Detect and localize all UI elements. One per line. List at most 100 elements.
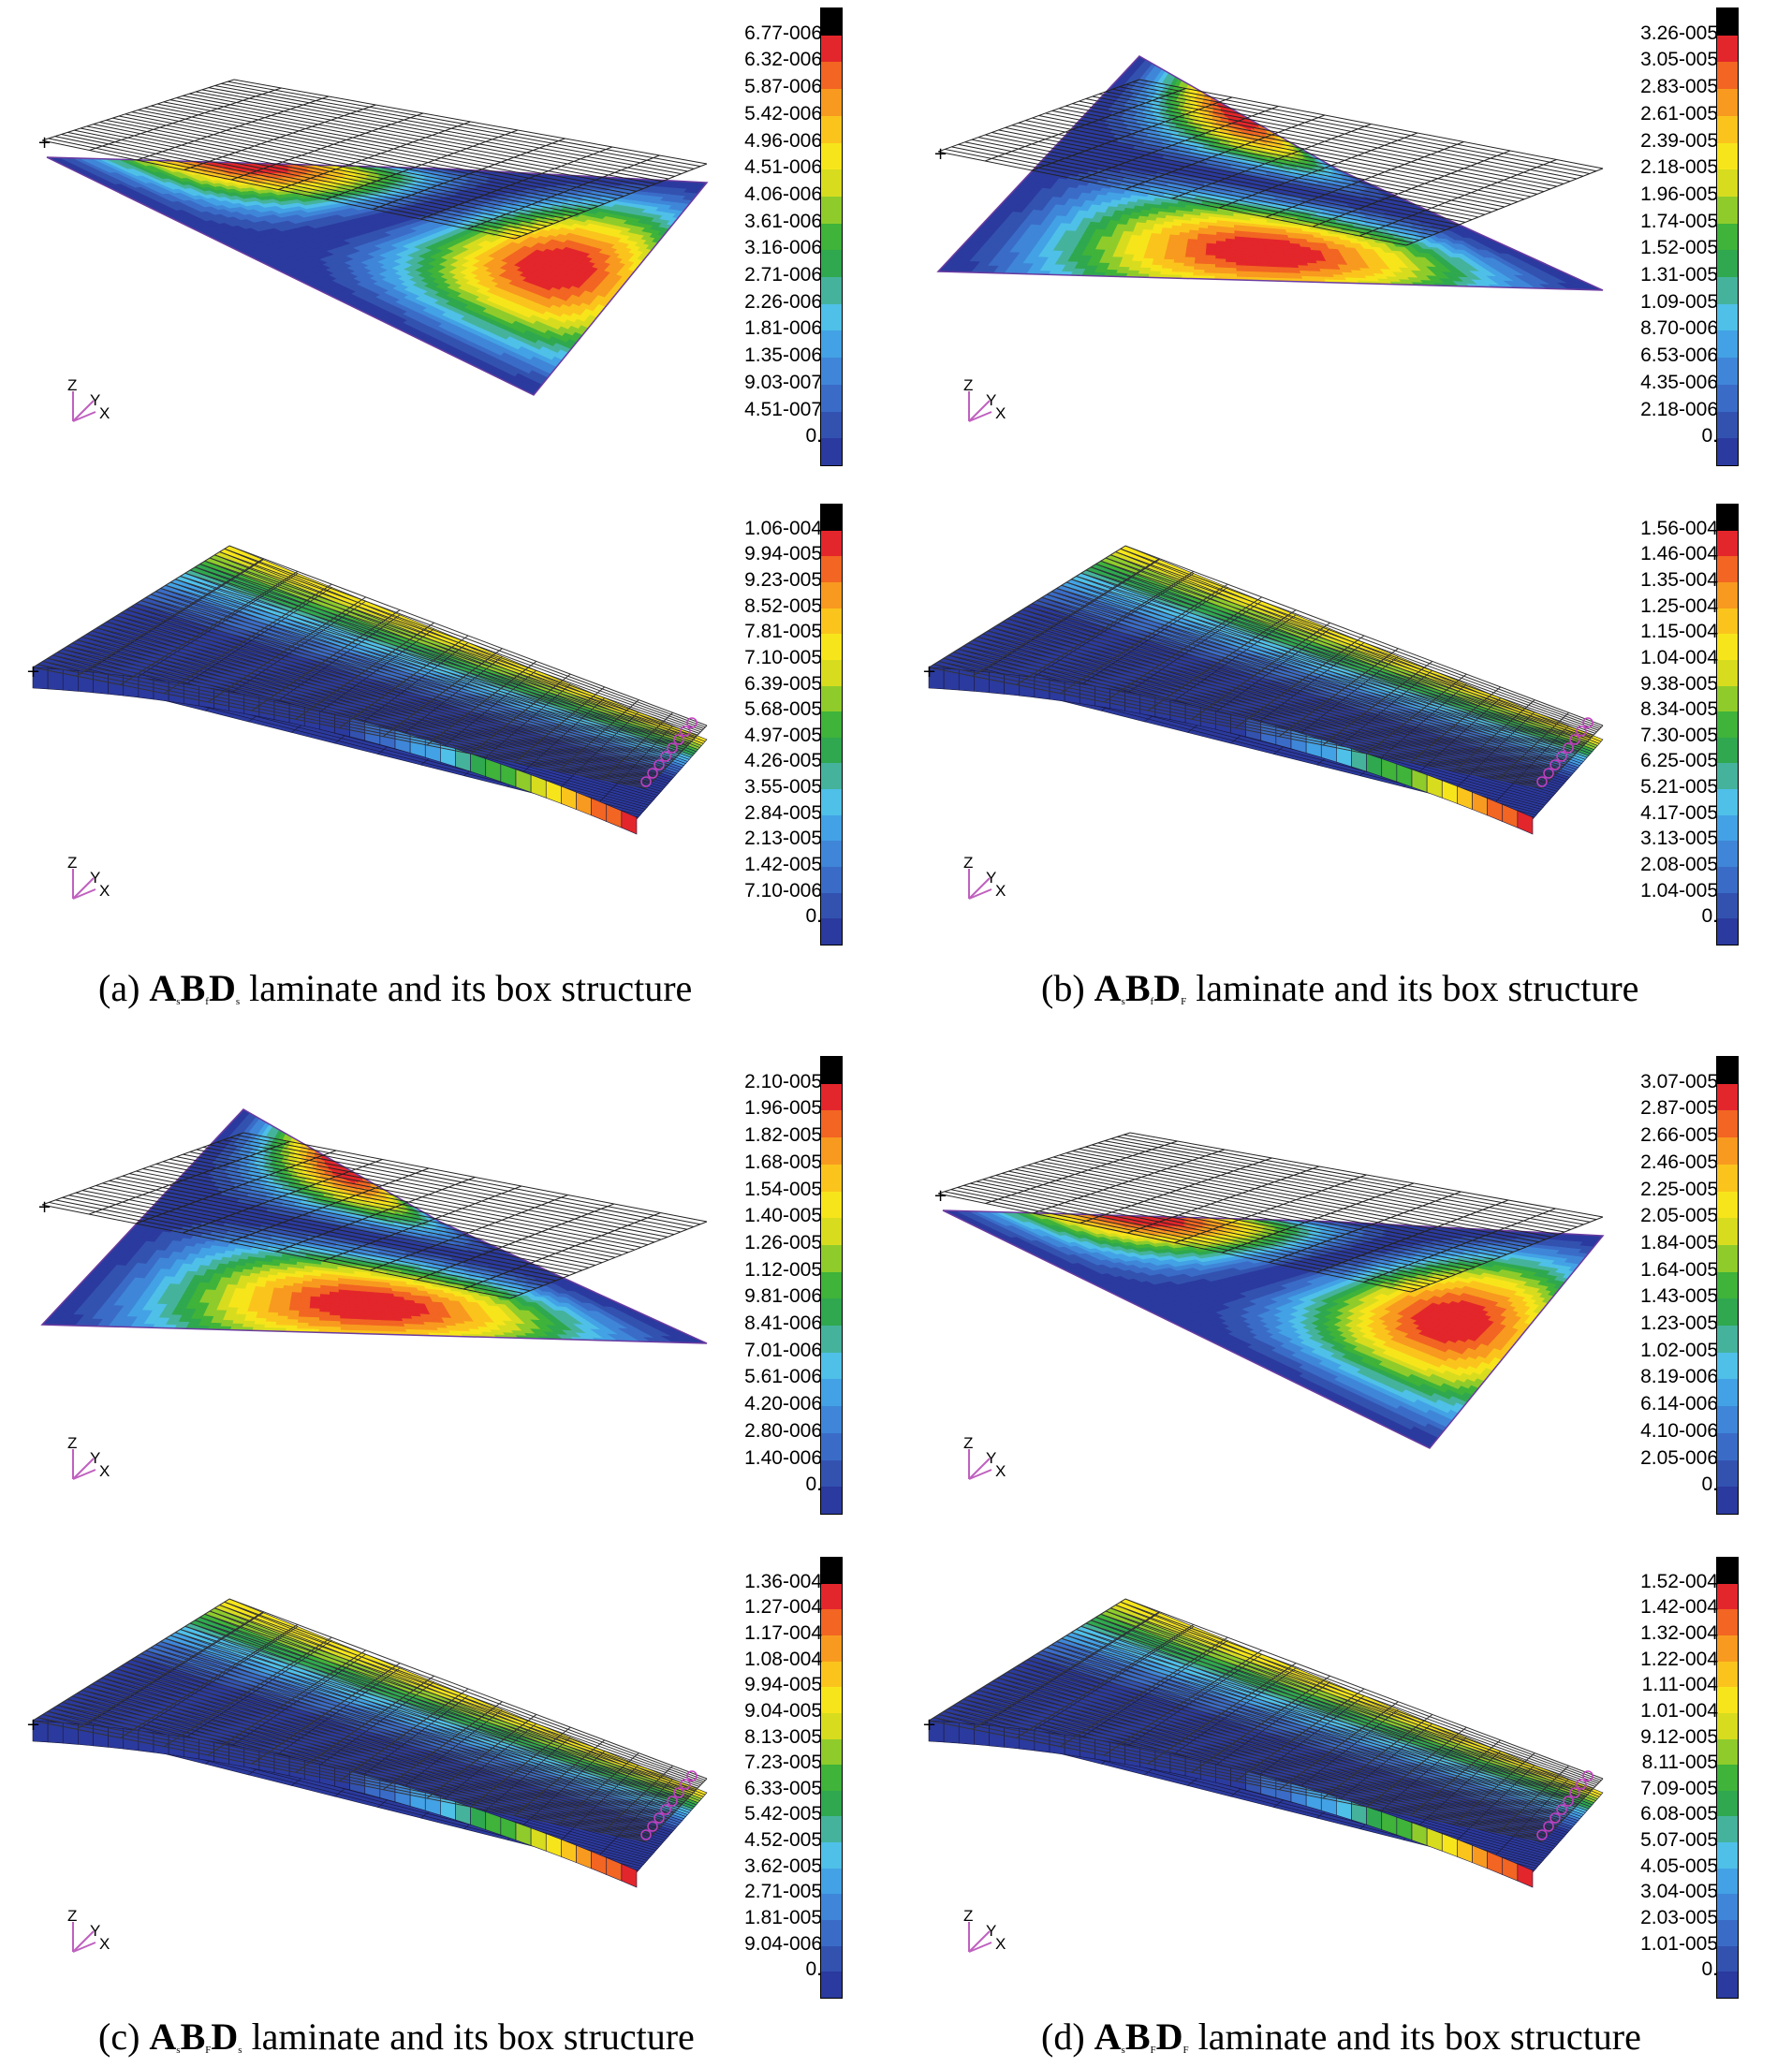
colorbar-tick-label: 0. [805, 1958, 822, 1981]
plot-canvas: + [26, 545, 708, 835]
plot-canvas: + [922, 545, 1604, 835]
colorbar-tick-label: 3.05-005 [1640, 49, 1718, 71]
colorbar-segment [1717, 1110, 1738, 1138]
colorbar-segment [821, 1765, 842, 1792]
colorbar-segment [1717, 1609, 1738, 1636]
origin-marker: + [933, 144, 947, 164]
colorbar-tick-label: 1.40-006 [744, 1446, 822, 1469]
boundary-condition-markers [1536, 1770, 1594, 1840]
colorbar-segment [821, 8, 842, 37]
colorbar-tick-label: 1.09-005 [1640, 290, 1718, 313]
colorbar-segment [821, 1326, 842, 1354]
reference-mesh [928, 545, 1604, 789]
colorbar-segment [821, 1487, 842, 1515]
colorbar-segment [1717, 1945, 1738, 1972]
colorbar-segment [1717, 1894, 1738, 1921]
colorbar-segment [821, 1945, 842, 1972]
axis-label-y: Y [90, 1449, 101, 1467]
plot-canvas: + [37, 1108, 708, 1344]
colorbar-segment [821, 411, 842, 439]
panel-a-box: + Z Y X 1.06-004 9.94-005 9.23-005 8.52-005 7.81… [0, 496, 896, 955]
colorbar-segment [821, 35, 842, 63]
colorbar-segment [1717, 1298, 1738, 1327]
colorbar-tick-label: 1.64-005 [1640, 1258, 1718, 1281]
colorbar-segment [1717, 841, 1738, 868]
colorbar [1716, 1557, 1739, 1999]
colorbar-tick-label: 5.42-005 [744, 1803, 822, 1825]
colorbar-segment [821, 1712, 842, 1740]
colorbar-tick-label: 2.46-005 [1640, 1151, 1718, 1173]
colorbar-tick-label: 7.01-006 [744, 1339, 822, 1361]
colorbar-segment [821, 608, 842, 635]
colorbar-segment [1717, 196, 1738, 225]
colorbar-tick-label: 1.42-005 [744, 854, 822, 876]
colorbar-tick-label: 2.87-005 [1640, 1097, 1718, 1120]
caption-b: (b) AsBfDF laminate and its box structur… [1041, 967, 1639, 1009]
caption-d: (d) AsBFDF laminate and its box structur… [1041, 2016, 1641, 2058]
colorbar-tick-label: 2.03-005 [1640, 1907, 1718, 1929]
colorbar-segment [1717, 330, 1738, 359]
colorbar-segment [821, 115, 842, 144]
plot-canvas: + [933, 1132, 1605, 1449]
colorbar-tick-label: 2.80-006 [744, 1419, 822, 1442]
colorbar-segment [821, 1083, 842, 1111]
colorbar-tick-label: 2.84-005 [744, 801, 822, 824]
colorbar-tick-label: 1.12-005 [744, 1258, 822, 1281]
colorbar-tick-label: 8.34-005 [1640, 698, 1718, 721]
colorbar-segment [821, 581, 842, 609]
colorbar-tick-label: 6.14-006 [1640, 1393, 1718, 1415]
axis-label-y: Y [986, 391, 997, 409]
origin-marker: + [37, 1197, 51, 1217]
colorbar-tick-label: 2.61-005 [1640, 102, 1718, 125]
colorbar-tick-label: 0. [1701, 425, 1718, 447]
plot-canvas: + [933, 55, 1604, 291]
colorbar-tick-label: 1.17-004 [744, 1621, 822, 1644]
colorbar-tick-label: 2.66-005 [1640, 1124, 1718, 1147]
colorbar-segment [821, 841, 842, 868]
colorbar-tick-label: 1.52-004 [1640, 1570, 1718, 1592]
colorbar-segment [821, 1790, 842, 1817]
reference-mesh [41, 79, 708, 240]
colorbar-tick-label: 1.06-004 [744, 517, 822, 539]
colorbar-segment [821, 1406, 842, 1434]
colorbar-tick-label: 9.03-007 [744, 371, 822, 393]
colorbar-tick-label: 1.01-004 [1640, 1699, 1718, 1722]
colorbar-segment [1717, 1432, 1738, 1461]
colorbar-tick-label: 2.71-005 [744, 1881, 822, 1903]
colorbar-tick-label: 0. [805, 905, 822, 928]
colorbar-segment [821, 1583, 842, 1610]
colorbar-segment [1717, 1765, 1738, 1792]
colorbar-tick-label: 6.25-005 [1640, 750, 1718, 772]
colorbar-segment [1717, 530, 1738, 557]
colorbar-tick-label: 1.84-005 [1640, 1231, 1718, 1253]
colorbar-segment [821, 1298, 842, 1327]
colorbar-segment [1717, 169, 1738, 198]
deformed-surface [42, 1109, 707, 1343]
panel-a-plate: + Z Y X 6.77-006 6.32-006 5.87-006 5.42-006 4.96… [0, 0, 896, 477]
colorbar-tick-label: 4.20-006 [744, 1393, 822, 1415]
boundary-condition-markers [640, 717, 698, 787]
origin-marker: + [933, 1186, 947, 1206]
axis-label-x: X [995, 882, 1006, 900]
colorbar-segment [1717, 1191, 1738, 1219]
colorbar-tick-label: 1.56-004 [1640, 517, 1718, 539]
colorbar [1716, 7, 1739, 466]
colorbar-segment [821, 277, 842, 305]
colorbar-segment [1717, 608, 1738, 635]
panel-d-box: + Z Y X 1.52-004 1.42-004 1.32-004 1.22-004 1.11… [896, 1549, 1792, 2008]
colorbar-segment [1717, 1459, 1738, 1488]
colorbar-segment [821, 196, 842, 225]
colorbar-segment [821, 1191, 842, 1219]
axis-label-x: X [995, 1462, 1006, 1480]
colorbar-tick-label: 6.08-005 [1640, 1803, 1718, 1825]
colorbar-tick-label: 4.51-006 [744, 156, 822, 179]
colorbar-tick-label: 3.04-005 [1640, 1881, 1718, 1903]
reference-mesh [937, 79, 1604, 246]
colorbar [1716, 1056, 1739, 1515]
colorbar-segment [1717, 789, 1738, 816]
colorbar-tick-label: 2.08-005 [1640, 854, 1718, 876]
colorbar-tick-label: 1.15-004 [1640, 621, 1718, 643]
colorbar-segment [1717, 277, 1738, 305]
colorbar-segment [821, 867, 842, 894]
